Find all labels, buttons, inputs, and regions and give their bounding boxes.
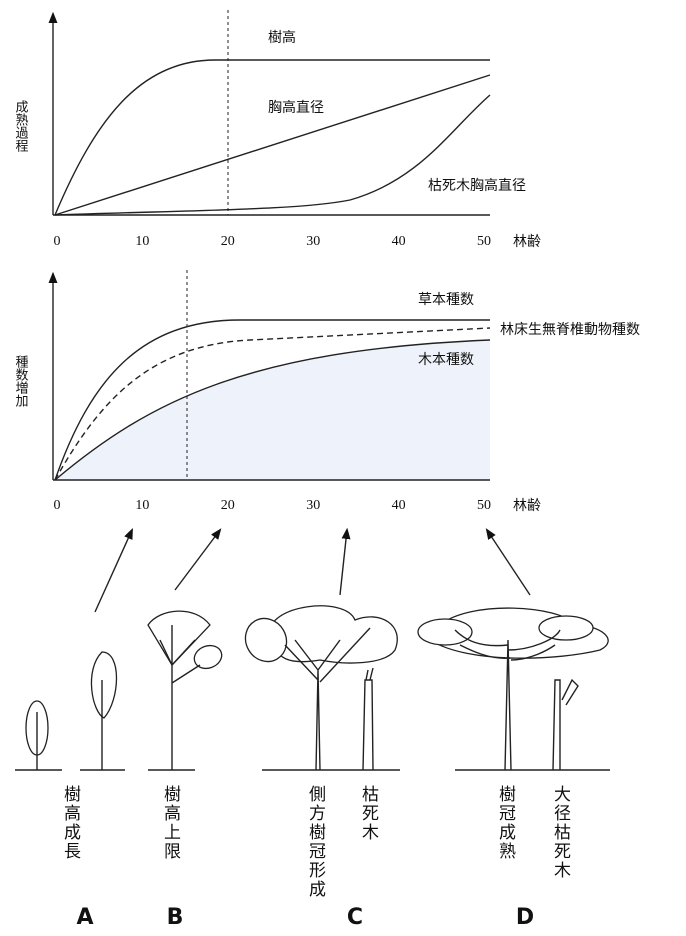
curve-label: 木本種数 [418, 352, 474, 368]
x-tick-label: 0 [54, 234, 61, 249]
curve [55, 60, 490, 215]
stage-label: 側方樹冠形成 [305, 785, 326, 899]
bottom-chart: 草本種数 林床生無脊椎動物種数 木本種数 種数増加 林齢 [13, 270, 641, 514]
stage-letter: D [516, 905, 534, 930]
stage-label: 枯死木 [358, 785, 379, 842]
diagram: 樹高 胸高直径 枯死木胸高直径 成熟過程 林齢 草本種数 林床生無脊椎動物種数 … [0, 0, 686, 936]
curve-label: 樹高 [268, 29, 296, 46]
curve-label: 草本種数 [418, 292, 474, 308]
stage-labels: 樹高成長 A 樹高上限 B 側方樹冠形成 枯死木 C 樹冠成熟 大径枯死木 D [60, 785, 571, 930]
stage-label: 大径枯死木 [550, 785, 571, 880]
x-tick-label: 30 [306, 498, 320, 513]
stage-label: 樹高上限 [160, 785, 181, 861]
curve-label: 林床生無脊椎動物種数 [500, 322, 640, 338]
x-tick-label: 10 [135, 234, 149, 249]
x-tick-label: 10 [135, 498, 149, 513]
x-tick-label: 40 [392, 498, 406, 513]
x-tick-label: 0 [54, 498, 61, 513]
x-axis-label: 林齢 [513, 234, 541, 250]
y-axis-label: 種数増加 [13, 354, 29, 408]
stage-letter: A [76, 905, 93, 930]
x-tick-label: 50 [477, 498, 491, 513]
x-tick-label: 20 [221, 498, 235, 513]
curve [55, 75, 490, 215]
stage-letter: B [167, 905, 184, 930]
top-chart: 樹高 胸高直径 枯死木胸高直径 成熟過程 林齢 [13, 10, 542, 250]
x-axis-label: 林齢 [513, 498, 541, 514]
x-tick-label: 30 [306, 234, 320, 249]
arrows [95, 530, 530, 612]
tree-illustrations [15, 606, 610, 770]
x-tick-label: 40 [392, 234, 406, 249]
x-tick-label: 50 [477, 234, 491, 249]
stage-letter: C [347, 905, 363, 930]
y-axis-label: 成熟過程 [13, 100, 29, 153]
curve-label: 胸高直径 [268, 99, 324, 116]
stage-label: 樹冠成熟 [495, 785, 516, 861]
stage-label: 樹高成長 [60, 785, 81, 861]
x-tick-label: 20 [221, 234, 235, 249]
curve-label: 枯死木胸高直径 [428, 177, 526, 194]
